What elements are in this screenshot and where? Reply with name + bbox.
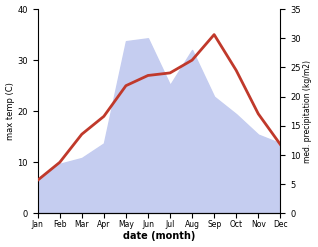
X-axis label: date (month): date (month) <box>123 231 195 242</box>
Y-axis label: med. precipitation (kg/m2): med. precipitation (kg/m2) <box>303 60 313 163</box>
Y-axis label: max temp (C): max temp (C) <box>5 82 15 140</box>
